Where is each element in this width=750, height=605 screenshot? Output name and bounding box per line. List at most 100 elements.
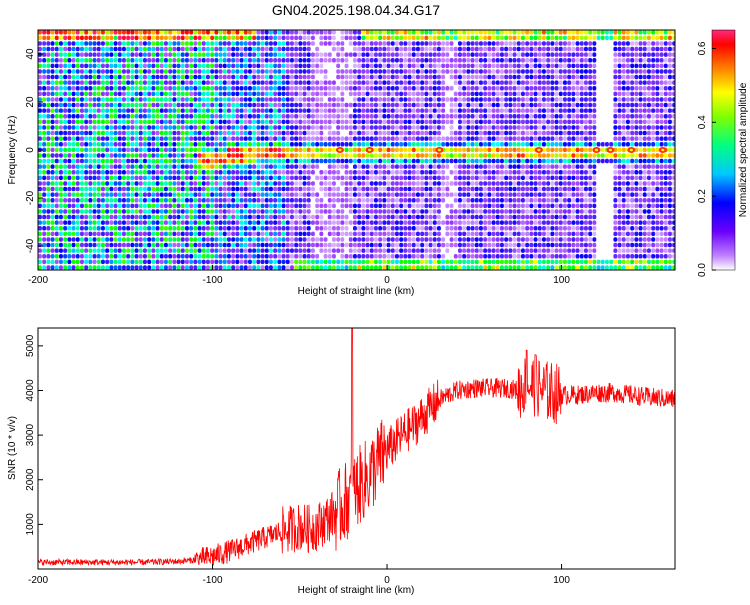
- heatmap-cell: [554, 35, 559, 41]
- heatmap-cell: [248, 164, 252, 169]
- heatmap-cell: [80, 58, 84, 63]
- heatmap-cell: [59, 136, 63, 141]
- heatmap-cell: [172, 181, 177, 186]
- heatmap-cell: [533, 164, 538, 169]
- heatmap-cell: [206, 74, 210, 80]
- heatmap-cell: [214, 46, 219, 52]
- heatmap-cell: [390, 97, 395, 102]
- heatmap-cell: [613, 130, 618, 136]
- heatmap-cell: [378, 175, 383, 181]
- heatmap-cell: [441, 35, 446, 41]
- heatmap-cell: [235, 69, 240, 74]
- heatmap-cell: [630, 181, 635, 186]
- heatmap-cell: [651, 136, 656, 141]
- heatmap-cell: [613, 203, 618, 209]
- heatmap-cell: [567, 30, 572, 35]
- heatmap-cell: [390, 147, 395, 153]
- heatmap-cell: [306, 91, 311, 97]
- heatmap-cell: [537, 108, 542, 113]
- heatmap-cell: [298, 175, 303, 181]
- heatmap-cell: [294, 125, 299, 130]
- heatmap-cell: [38, 175, 42, 181]
- heatmap-cell: [630, 114, 635, 119]
- heatmap-cell: [206, 52, 210, 57]
- heatmap-cell: [189, 52, 194, 57]
- heatmap-cell: [50, 74, 55, 80]
- heatmap-cell: [458, 142, 462, 147]
- heatmap-cell: [542, 203, 546, 209]
- heatmap-cell: [344, 69, 349, 74]
- heatmap-cell: [210, 80, 215, 85]
- heatmap-cell: [176, 63, 181, 69]
- heatmap-cell: [558, 69, 563, 74]
- heatmap-cell: [411, 63, 416, 69]
- heatmap-cell: [189, 102, 194, 108]
- heatmap-cell: [638, 130, 643, 136]
- heatmap-cell: [554, 97, 559, 102]
- heatmap-cell: [222, 214, 227, 220]
- heatmap-cell: [88, 63, 93, 69]
- heatmap-cell: [117, 214, 122, 220]
- heatmap-cell: [558, 30, 563, 35]
- heatmap-cell: [172, 175, 177, 181]
- heatmap-cell: [105, 74, 110, 80]
- heatmap-cell: [357, 147, 362, 153]
- heatmap-cell: [630, 46, 635, 52]
- heatmap-cell: [306, 192, 311, 197]
- heatmap-cell: [260, 102, 265, 108]
- heatmap-cell: [315, 86, 320, 91]
- heatmap-cell: [323, 125, 328, 130]
- heatmap-cell: [159, 114, 164, 119]
- heatmap-cell: [420, 203, 425, 209]
- heatmap-cell: [579, 192, 584, 197]
- heatmap-cell: [537, 86, 542, 91]
- heatmap-cell: [369, 192, 374, 197]
- heatmap-cell: [109, 170, 114, 175]
- heatmap-cell: [311, 102, 315, 108]
- heatmap-cell: [416, 125, 420, 130]
- heatmap-cell: [428, 74, 433, 80]
- heatmap-cell: [138, 58, 143, 63]
- heatmap-cell: [491, 158, 496, 164]
- heatmap-cell: [193, 203, 198, 209]
- heatmap-cell: [424, 170, 429, 175]
- heatmap-cell: [399, 30, 404, 35]
- heatmap-cell: [109, 80, 114, 85]
- heatmap-cell: [189, 30, 194, 35]
- heatmap-cell: [122, 35, 126, 41]
- heatmap-cell: [109, 114, 114, 119]
- heatmap-cell: [138, 69, 143, 74]
- heatmap-cell: [134, 30, 139, 35]
- heatmap-cell: [525, 108, 530, 113]
- heatmap-cell: [428, 30, 433, 35]
- heatmap-cell: [600, 158, 605, 164]
- heatmap-cell: [147, 164, 152, 169]
- heatmap-cell: [290, 91, 294, 97]
- heatmap-cell: [214, 130, 219, 136]
- heatmap-cell: [588, 114, 593, 119]
- heatmap-cell: [143, 86, 147, 91]
- heatmap-cell: [302, 164, 307, 169]
- heatmap-cell: [285, 164, 290, 169]
- heatmap-cell: [361, 192, 366, 197]
- heatmap-cell: [164, 175, 168, 181]
- heatmap-cell: [441, 119, 446, 125]
- heatmap-cell: [298, 147, 303, 153]
- heatmap-cell: [353, 147, 357, 153]
- heatmap-cell: [634, 181, 639, 186]
- heatmap-cell: [395, 153, 399, 158]
- heatmap-cell: [138, 130, 143, 136]
- heatmap-cell: [579, 80, 584, 85]
- heatmap-cell: [470, 142, 475, 147]
- heatmap-cell: [92, 125, 97, 130]
- heatmap-cell: [525, 58, 530, 63]
- heatmap-cell: [264, 181, 269, 186]
- heatmap-cell: [231, 170, 236, 175]
- heatmap-cell: [407, 97, 412, 102]
- heatmap-cell: [281, 209, 286, 214]
- heatmap-cell: [75, 97, 80, 102]
- heatmap-cell: [617, 186, 622, 192]
- heatmap-cell: [193, 80, 198, 85]
- heatmap-cell: [239, 158, 244, 164]
- heatmap-cell: [399, 102, 404, 108]
